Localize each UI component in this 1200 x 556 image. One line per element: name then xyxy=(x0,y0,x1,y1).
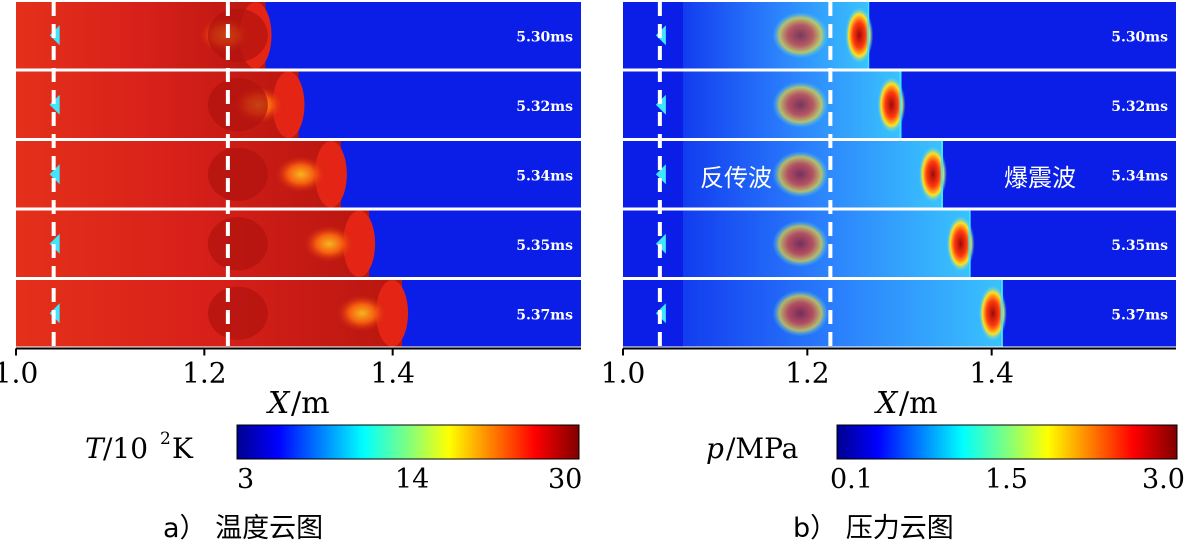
flow-strip: 5.34ms xyxy=(16,141,581,208)
time-label: 5.35ms xyxy=(516,238,573,254)
colorbar-symbol: p xyxy=(706,432,724,465)
colorbar-tick-mid: 1.5 xyxy=(985,464,1028,495)
time-label: 5.34ms xyxy=(1111,168,1168,184)
inlet-marker xyxy=(49,233,60,254)
time-label: 5.32ms xyxy=(516,99,573,115)
time-label: 5.37ms xyxy=(516,307,573,323)
x-tick-label: 1.4 xyxy=(969,357,1014,390)
dark-core xyxy=(207,286,268,340)
detonation-front xyxy=(978,285,1007,342)
colorbar-unit-prefix: /10 xyxy=(103,432,148,465)
strip-separator xyxy=(16,277,581,280)
temperature-colorbar: T /10 2 K 3 14 30 xyxy=(85,424,582,495)
hot-core xyxy=(274,155,327,193)
pressure-panel: 5.30ms 5.32ms 5.34ms 5.35ms 5.37ms 1.0 1.2 1.4 反… xyxy=(601,2,1176,390)
flow-strip: 5.37ms xyxy=(16,280,581,347)
x-tick-label: 1.0 xyxy=(601,357,646,390)
temperature-caption: a） 温度云图 xyxy=(163,513,324,544)
x-axis-symbol: X xyxy=(266,386,291,421)
inlet-marker xyxy=(49,94,60,115)
detonation-front xyxy=(845,7,874,64)
pressure-x-axis-title: X /m xyxy=(874,386,938,421)
front-line xyxy=(867,2,870,69)
colorbar-tick-min: 3 xyxy=(237,464,254,495)
front-line xyxy=(1000,280,1003,347)
flow-strip: 5.32ms xyxy=(16,71,581,138)
pressure-caption: b） 压力云图 xyxy=(793,513,954,544)
time-label: 5.30ms xyxy=(1111,29,1168,45)
flow-strip: 5.35ms xyxy=(623,210,1176,277)
x-axis-unit: /m xyxy=(899,386,938,421)
x-axis-symbol: X xyxy=(874,386,899,421)
time-label: 5.32ms xyxy=(1111,99,1168,115)
temperature-panel: 5.30ms 5.32ms 5.34ms 5.35ms 5.37ms 1.0 1.2 1.4 xyxy=(0,2,581,390)
reflected-wave xyxy=(772,11,829,59)
time-label: 5.35ms xyxy=(1111,238,1168,254)
front-line xyxy=(968,210,971,277)
flow-strip: 5.30ms xyxy=(16,2,581,69)
flow-strip: 5.32ms xyxy=(623,71,1176,138)
temperature-x-axis-title: X /m xyxy=(266,386,330,421)
reflected-wave xyxy=(772,289,829,337)
flow-strip: 5.37ms xyxy=(623,280,1176,347)
x-tick-label: 1.0 xyxy=(0,357,38,390)
time-label: 5.34ms xyxy=(516,168,573,184)
colorbar-unit-exponent: 2 xyxy=(160,429,171,449)
dark-core xyxy=(207,8,268,62)
x-tick-label: 1.2 xyxy=(785,357,830,390)
reflected-wave xyxy=(772,150,829,198)
x-tick-label: 1.2 xyxy=(182,357,227,390)
time-label: 5.30ms xyxy=(516,29,573,45)
colorbar-symbol: T xyxy=(85,432,106,465)
dark-core xyxy=(207,217,268,271)
detonation-front xyxy=(946,215,975,272)
inlet-marker xyxy=(655,164,666,185)
hot-core xyxy=(336,294,389,332)
strip-separator xyxy=(623,138,1176,141)
inlet-marker xyxy=(655,94,666,115)
front-bulge xyxy=(343,210,376,277)
strip-separator xyxy=(16,207,581,211)
colorbar-unit: /MPa xyxy=(726,432,798,465)
colorbar-gradient xyxy=(836,424,1178,460)
inlet-marker xyxy=(655,233,666,254)
colorbar-unit-suffix: K xyxy=(172,432,194,465)
dark-core xyxy=(207,147,268,201)
time-label: 5.37ms xyxy=(1111,307,1168,323)
flow-strip: 5.35ms xyxy=(16,210,581,277)
reflected-wave xyxy=(772,220,829,268)
reflected-wave-annotation: 反传波 xyxy=(700,164,772,192)
strip-separator xyxy=(623,277,1176,280)
strip-separator xyxy=(623,207,1176,211)
front-line xyxy=(899,71,902,138)
x-tick-label: 1.4 xyxy=(370,357,415,390)
strip-separator xyxy=(16,138,581,141)
front-line xyxy=(940,141,943,208)
colorbar-tick-max: 30 xyxy=(548,464,582,495)
inlet-marker xyxy=(49,164,60,185)
colorbar-gradient xyxy=(236,424,580,460)
hot-core xyxy=(303,225,356,263)
reflected-wave xyxy=(772,81,829,129)
colorbar-tick-min: 0.1 xyxy=(830,464,873,495)
front-bulge xyxy=(376,280,409,347)
colorbar-tick-max: 3.0 xyxy=(1142,464,1185,495)
front-bulge xyxy=(272,71,305,138)
front-bulge xyxy=(314,141,347,208)
colorbar-tick-mid: 14 xyxy=(395,464,429,495)
pressure-colorbar: p /MPa 0.1 1.5 3.0 xyxy=(706,424,1185,495)
detonation-wave-annotation: 爆震波 xyxy=(1004,164,1076,192)
compressed-region xyxy=(683,280,1001,347)
detonation-front xyxy=(918,146,947,203)
strip-separator xyxy=(623,68,1176,72)
detonation-front xyxy=(877,76,906,133)
strip-separator xyxy=(16,68,581,72)
dark-core xyxy=(207,78,268,132)
flow-strip: 5.34ms xyxy=(623,141,1176,208)
x-axis-unit: /m xyxy=(291,386,330,421)
flow-strip: 5.30ms xyxy=(623,2,1176,69)
